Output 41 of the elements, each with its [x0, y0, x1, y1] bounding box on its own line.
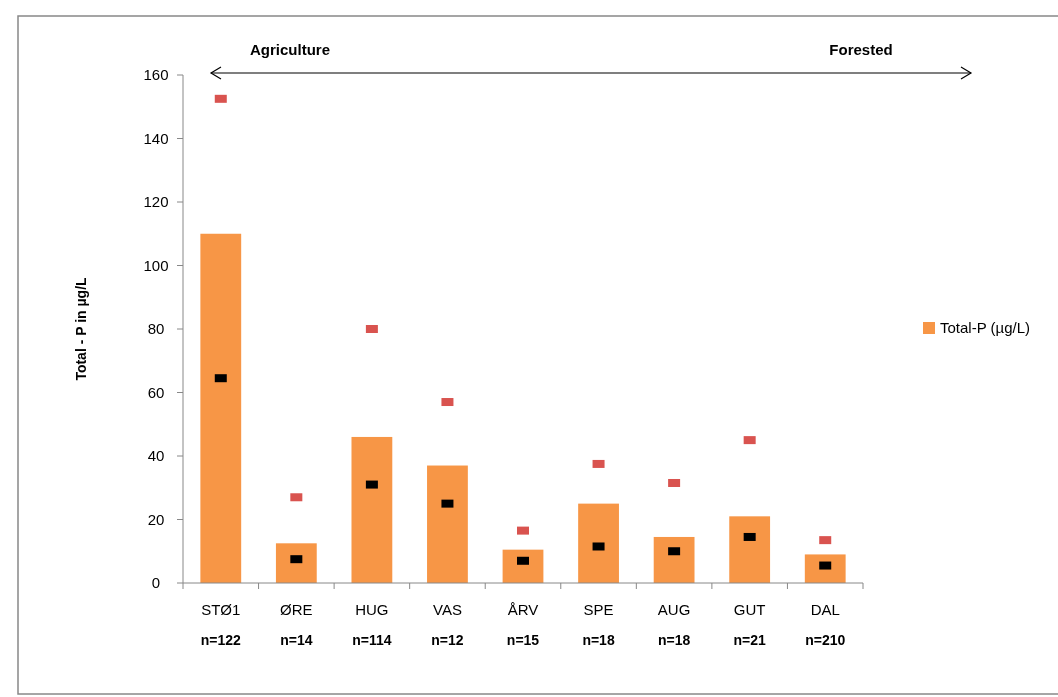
- bar: [351, 436, 393, 583]
- y-tick-label: 120: [143, 193, 169, 211]
- bar: [427, 465, 468, 583]
- text: Agriculture: [249, 41, 331, 58]
- y-tick-label: 40: [147, 447, 165, 465]
- x-tick-label: HUG: [355, 601, 389, 618]
- bar: [804, 554, 846, 583]
- legend-label: Total-P (µg/L): [940, 319, 1031, 337]
- y-tick-label: 0: [151, 574, 161, 592]
- point: [517, 526, 529, 535]
- y-tick-label: 160: [143, 66, 169, 84]
- x-tick-label: VAS: [432, 601, 462, 618]
- text: Forested: [829, 41, 893, 58]
- y-tick-label: 80: [147, 320, 165, 338]
- y-tick-label: 60: [147, 383, 165, 401]
- bar: [653, 536, 695, 583]
- bar: [200, 233, 242, 583]
- y-axis-title: Total - P in µg/L: [73, 276, 89, 381]
- text: n=14: [280, 632, 313, 648]
- text: n=15: [506, 632, 540, 648]
- bar: [729, 516, 771, 583]
- x-tick-label: ØRE: [280, 601, 313, 618]
- x-tick-label: SPE: [583, 601, 614, 618]
- y-tick-label: 20: [147, 510, 165, 528]
- x-tick-label: DAL: [810, 601, 840, 618]
- bar: [275, 543, 317, 583]
- text: n=12: [431, 632, 464, 648]
- x-tick-label: STØ1: [201, 601, 241, 618]
- text: n=122: [200, 632, 242, 648]
- text: n=18: [657, 632, 691, 648]
- bar: [502, 549, 544, 583]
- text: n=21: [733, 632, 767, 648]
- text: n=114: [352, 632, 392, 648]
- bar: [578, 503, 619, 583]
- text: n=18: [582, 632, 615, 648]
- x-tick-label: ÅRV: [507, 601, 539, 618]
- text: n=210: [805, 632, 846, 648]
- y-tick-label: 100: [143, 256, 169, 274]
- x-tick-label: AUG: [657, 601, 691, 618]
- x-tick-label: GUT: [733, 601, 766, 618]
- y-tick-label: 140: [143, 129, 169, 147]
